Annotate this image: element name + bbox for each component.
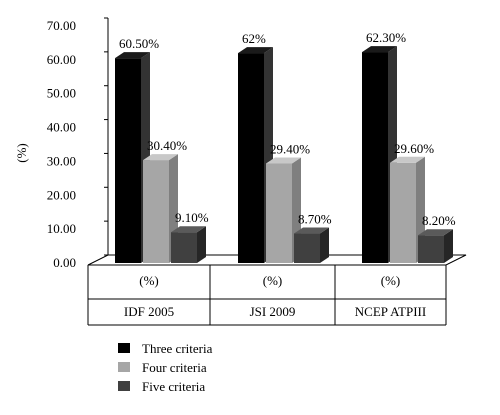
y-tick-label: 70.00 bbox=[47, 18, 76, 33]
data-label: 62% bbox=[242, 31, 266, 46]
bar-front-five-criteria bbox=[171, 232, 197, 263]
legend-label: Three criteria bbox=[142, 341, 213, 356]
bar-front-four-criteria bbox=[143, 160, 169, 263]
data-label: 8.20% bbox=[422, 213, 456, 228]
category-sub-label: (%) bbox=[139, 273, 159, 288]
y-axis-title: (%) bbox=[14, 143, 29, 163]
data-label: 29.40% bbox=[270, 141, 310, 156]
bar-top bbox=[418, 229, 453, 236]
bar-top bbox=[390, 156, 425, 163]
bar-front-three-criteria bbox=[238, 53, 264, 264]
y-tick-label: 60.00 bbox=[47, 52, 76, 67]
legend-label: Five criteria bbox=[142, 379, 205, 394]
bar-top bbox=[171, 226, 206, 233]
legend-swatch bbox=[118, 381, 130, 391]
bar-front-five-criteria bbox=[294, 233, 320, 263]
legend-label: Four criteria bbox=[142, 360, 207, 375]
category-sub-label: (%) bbox=[263, 273, 283, 288]
y-tick-label: 20.00 bbox=[47, 187, 76, 202]
bar-top bbox=[238, 47, 273, 54]
y-tick-label: 50.00 bbox=[47, 86, 76, 101]
bar-side bbox=[197, 226, 206, 263]
legend-swatch bbox=[118, 343, 130, 353]
y-tick-label: 40.00 bbox=[47, 120, 76, 135]
data-label: 9.10% bbox=[175, 210, 209, 225]
legend-swatch bbox=[118, 362, 130, 372]
y-tick-label: 0.00 bbox=[53, 255, 76, 270]
bar-top bbox=[143, 154, 178, 161]
category-label: JSI 2009 bbox=[250, 304, 296, 319]
data-label: 29.60% bbox=[394, 141, 434, 156]
data-label: 60.50% bbox=[119, 36, 159, 51]
bar-top bbox=[266, 157, 301, 164]
data-label: 8.70% bbox=[298, 212, 332, 227]
bar-front-five-criteria bbox=[418, 235, 444, 263]
bar-side bbox=[444, 229, 453, 263]
category-sub-label: (%) bbox=[381, 273, 401, 288]
data-label: 62.30% bbox=[366, 30, 406, 45]
y-tick-label: 30.00 bbox=[47, 153, 76, 168]
bar-side bbox=[320, 227, 329, 263]
category-label: NCEP ATPIII bbox=[355, 304, 426, 319]
bar-top bbox=[362, 46, 397, 53]
category-label: IDF 2005 bbox=[124, 304, 174, 319]
bar-front-four-criteria bbox=[266, 163, 292, 263]
y-tick-label: 10.00 bbox=[47, 221, 76, 236]
bar-top bbox=[294, 227, 329, 234]
bar-front-three-criteria bbox=[362, 52, 388, 263]
bar-top bbox=[115, 52, 150, 59]
data-label: 30.40% bbox=[147, 138, 187, 153]
bar-front-three-criteria bbox=[115, 58, 141, 263]
bar-front-four-criteria bbox=[390, 162, 416, 263]
